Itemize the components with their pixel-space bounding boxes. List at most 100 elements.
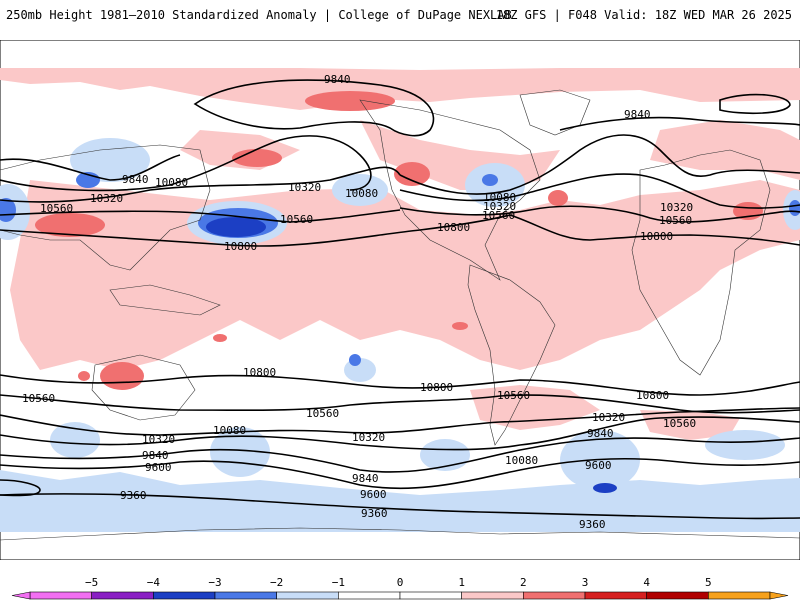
contour-label: 10320 <box>288 181 321 194</box>
contour-label: 10560 <box>663 417 696 430</box>
colorbar-segment <box>91 591 154 600</box>
neg1-area <box>420 439 470 471</box>
contour-10800-america <box>509 214 800 246</box>
contour-label: 10800 <box>437 221 470 234</box>
colorbar-tick-label: 0 <box>397 576 404 589</box>
strong-positive-anomaly-areas <box>35 91 763 390</box>
chart-header: 250mb Height 1981–2010 Standardized Anom… <box>0 0 800 34</box>
contour-label: 10560 <box>482 209 515 222</box>
colorbar-arrow-high <box>769 591 789 600</box>
contour-label: 10560 <box>659 214 692 227</box>
colorbar-tick-label: −5 <box>85 576 98 589</box>
contour-label: 10320 <box>90 192 123 205</box>
pos2-area <box>78 371 90 381</box>
colorbar-tick-label: −2 <box>270 576 283 589</box>
contour-label: 9600 <box>585 459 612 472</box>
contour-label: 10320 <box>142 433 175 446</box>
colorbar-segment <box>584 591 647 600</box>
contour-labels: 9840 9840 9840 10080 10320 10560 10080 1… <box>22 73 696 531</box>
contour-label: 10800 <box>636 389 669 402</box>
neg2-area <box>349 354 361 366</box>
contour-label: 10560 <box>306 407 339 420</box>
neg2-area <box>482 174 498 186</box>
contour-label: 10560 <box>40 202 73 215</box>
colorbar-tick-label: −3 <box>208 576 221 589</box>
coastline-indonesia <box>109 284 221 316</box>
colorbar-tick-label: 4 <box>643 576 650 589</box>
coastline-antarctica <box>0 527 800 541</box>
neg3-area <box>206 217 266 237</box>
contour-label: 10800 <box>243 366 276 379</box>
contour-label: 10080 <box>483 191 516 204</box>
contour-label: 9840 <box>122 173 149 186</box>
colorbar-segment <box>153 591 216 600</box>
neg1-area <box>70 138 150 182</box>
contour-10080-america <box>399 134 800 195</box>
contour-label: 10080 <box>345 187 378 200</box>
colorbar-segment <box>276 591 339 600</box>
contour-10080-south <box>0 416 800 451</box>
pos2-area <box>305 91 395 111</box>
pos2-area <box>452 322 468 330</box>
colorbar-tick-labels: −5 −4 −3 −2 −1 0 1 2 3 4 5 <box>85 576 712 589</box>
pos2-area <box>548 190 568 206</box>
contour-label: 10320 <box>660 201 693 214</box>
contour-label: 10080 <box>505 454 538 467</box>
contour-label: 9600 <box>145 461 172 474</box>
contour-label: 10800 <box>640 230 673 243</box>
neg2-area <box>0 198 16 222</box>
colorbar-tick-label: 2 <box>520 576 527 589</box>
contour-label: 9600 <box>360 488 387 501</box>
neg1-area <box>465 163 525 207</box>
neg3-area <box>593 483 617 493</box>
contour-9360-loop-west <box>0 479 41 497</box>
coastline-australia <box>91 354 196 421</box>
pos2-area <box>213 334 227 342</box>
colorbar-tick-label: −4 <box>147 576 161 589</box>
anomaly-colorbar: −5 −4 −3 −2 −1 0 1 2 3 4 5 <box>11 576 789 600</box>
coastline-north-america <box>359 99 541 281</box>
contour-10560-america <box>399 205 800 223</box>
colorbar-tick-label: 5 <box>705 576 712 589</box>
strong-negative-anomaly-areas <box>0 172 800 493</box>
contour-9840-west <box>0 154 181 181</box>
contour-label: 9840 <box>352 472 379 485</box>
contour-label: 9360 <box>361 507 388 520</box>
neg1-area <box>705 430 785 460</box>
pos2-area <box>232 149 282 167</box>
pos2-area <box>100 362 144 390</box>
contour-label: 9840 <box>624 108 651 121</box>
contour-label: 10080 <box>155 176 188 189</box>
contour-label: 10560 <box>280 213 313 226</box>
contour-label: 10320 <box>352 431 385 444</box>
model-run-info: 18Z GFS | F048 Valid: 18Z WED MAR 26 202… <box>495 8 792 22</box>
colorbar-segment <box>461 591 524 600</box>
colorbar-segments <box>11 591 789 600</box>
height-contours <box>0 79 800 520</box>
contour-10800-pacific <box>0 214 511 247</box>
contour-label: 9360 <box>120 489 147 502</box>
contour-9600-south <box>0 457 800 490</box>
contour-10800-south <box>0 374 800 396</box>
contour-9840-south <box>0 437 800 473</box>
contour-label: 9840 <box>587 427 614 440</box>
colorbar-segment <box>338 591 401 600</box>
contour-9840-north <box>193 79 435 137</box>
contour-10320-south <box>0 407 800 436</box>
pos2-area <box>394 162 430 186</box>
contour-label: 9360 <box>579 518 606 531</box>
contour-10320-america <box>399 173 800 209</box>
contour-10320-pacific <box>0 166 401 203</box>
contour-label: 10320 <box>483 200 516 213</box>
anomaly-map: 9840 9840 9840 10080 10320 10560 10080 1… <box>0 40 800 560</box>
map-title: 250mb Height 1981–2010 Standardized Anom… <box>6 8 512 22</box>
coastlines <box>0 89 800 541</box>
contour-label: 9840 <box>324 73 351 86</box>
contour-label: 10800 <box>420 381 453 394</box>
colorbar-segment <box>29 591 92 600</box>
contour-9360-south <box>0 493 800 520</box>
colorbar-segment <box>399 591 462 600</box>
contour-label: 10320 <box>592 411 625 424</box>
contour-label: 10560 <box>497 389 530 402</box>
contour-10560-pacific <box>0 209 401 223</box>
